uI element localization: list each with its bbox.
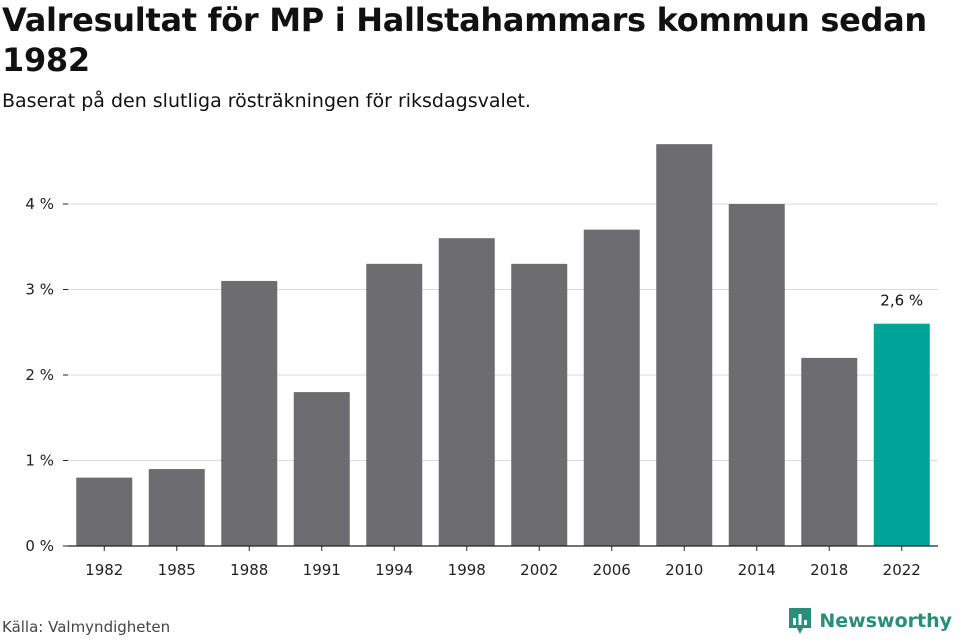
- bar-2010: [656, 144, 713, 546]
- source-note: Källa: Valmyndigheten: [2, 618, 171, 636]
- x-tick-label: 2006: [593, 561, 631, 579]
- x-tick-label: 2022: [883, 561, 921, 579]
- bar-2002: [511, 263, 568, 546]
- bar-1991: [293, 392, 350, 546]
- x-tick-label: 2010: [665, 561, 703, 579]
- y-tick-label: 3 %: [25, 281, 54, 299]
- chart-title: Valresultat för MP i Hallstahammars komm…: [2, 1, 927, 79]
- bars: [76, 144, 930, 546]
- bar-1988: [221, 280, 278, 546]
- x-tick-label: 1988: [230, 561, 268, 579]
- bar-2022: [873, 323, 930, 546]
- y-tick-label: 0 %: [25, 537, 54, 555]
- x-tick-label: 1991: [303, 561, 341, 579]
- axes: [63, 203, 938, 551]
- x-tick-label: 1998: [448, 561, 486, 579]
- y-tick-label: 2 %: [25, 366, 54, 384]
- newsworthy-logo-icon: [789, 608, 812, 634]
- chart-subtitle: Baserat på den slutliga rösträkningen fö…: [2, 90, 531, 112]
- bar-2018: [801, 357, 858, 546]
- bar-1994: [366, 263, 423, 546]
- bar-1985: [148, 469, 205, 546]
- bar-2006: [583, 229, 640, 546]
- brand-logo: Newsworthy: [787, 606, 952, 636]
- bar-1982: [76, 477, 133, 546]
- x-tick-label: 2014: [738, 561, 776, 579]
- gridlines: [68, 203, 938, 461]
- data-label-2022: 2,6 %: [880, 292, 923, 310]
- x-tick-label: 1994: [375, 561, 413, 579]
- brand-name: Newsworthy: [819, 610, 952, 632]
- x-tick-label: 2002: [520, 561, 558, 579]
- bar-chart: 0 % 1 % 2 % 3 % 4 % 1982 1985 1988 1991 1994 1998 2…: [25, 144, 938, 579]
- x-tick-label: 1982: [85, 561, 123, 579]
- x-tick-label: 2018: [810, 561, 848, 579]
- bar-2014: [728, 204, 785, 546]
- y-tick-label: 1 %: [25, 452, 54, 470]
- y-tick-label: 4 %: [25, 195, 54, 213]
- bar-1998: [438, 238, 495, 546]
- labels: 0 % 1 % 2 % 3 % 4 % 1982 1985 1988 1991 1994 1998 2…: [25, 195, 923, 579]
- x-tick-label: 1985: [158, 561, 196, 579]
